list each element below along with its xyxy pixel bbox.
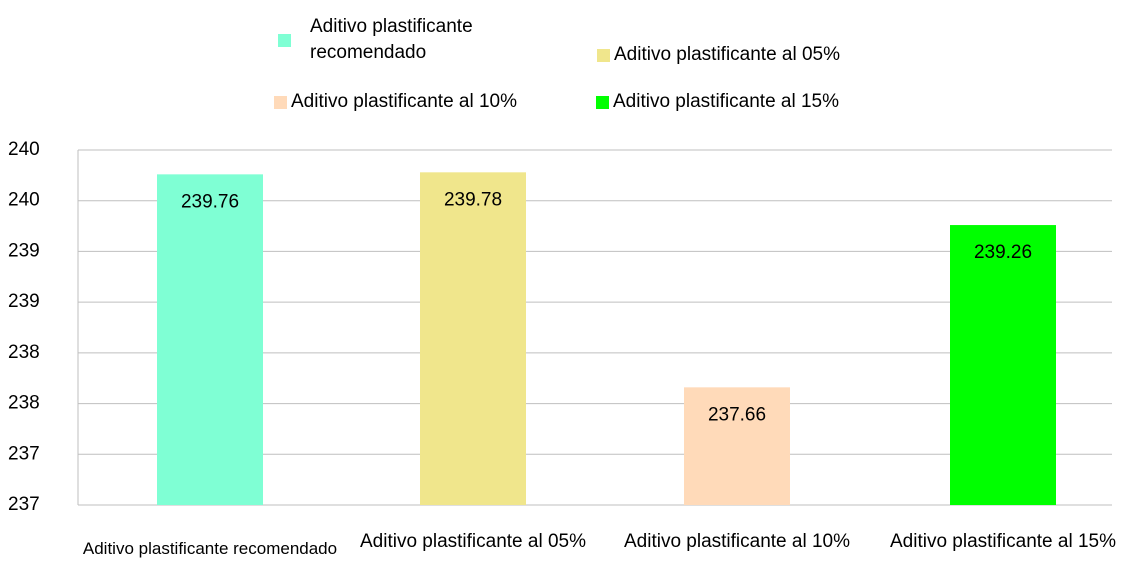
y-tick-label: 238 xyxy=(8,342,40,363)
legend-item: Aditivo plastificante al 15% xyxy=(596,89,926,115)
y-tick-label: 237 xyxy=(8,494,40,515)
legend-label: Aditivo plastificante recomendado xyxy=(310,16,473,63)
y-tick-label: 238 xyxy=(8,393,40,414)
value-label: 239.76 xyxy=(181,191,239,212)
bar xyxy=(420,172,526,506)
y-tick-label: 240 xyxy=(8,139,40,160)
x-tick-label: Aditivo plastificante al 15% xyxy=(889,531,1116,552)
bar xyxy=(684,387,790,505)
bar xyxy=(157,174,263,506)
value-label: 239.26 xyxy=(974,242,1032,263)
legend-item: Aditivo plastificante recomendado xyxy=(278,14,508,66)
legend-item: Aditivo plastificante al 10% xyxy=(274,89,604,115)
value-label: 237.66 xyxy=(708,404,766,425)
y-tick-label: 237 xyxy=(8,443,40,464)
legend-swatch xyxy=(274,95,287,109)
legend-label: Aditivo plastificante al 15% xyxy=(613,91,840,112)
y-tick-label: 240 xyxy=(8,190,40,211)
y-tick-label: 239 xyxy=(8,240,40,261)
x-tick-label: Aditivo plastificante al 10% xyxy=(623,531,850,552)
value-label: 239.78 xyxy=(444,189,502,210)
legend-swatch xyxy=(278,33,291,47)
legend-swatch xyxy=(597,48,610,62)
legend-label: Aditivo plastificante al 10% xyxy=(291,91,518,112)
y-tick-label: 239 xyxy=(8,291,40,312)
legend-swatch xyxy=(596,95,609,109)
bar xyxy=(950,225,1056,506)
legend-label: Aditivo plastificante al 05% xyxy=(614,44,841,65)
legend-item: Aditivo plastificante al 05% xyxy=(597,42,927,68)
x-tick-label: Aditivo plastificante al 05% xyxy=(359,531,586,552)
x-tick-label: Aditivo plastificante recomendado xyxy=(82,539,338,558)
